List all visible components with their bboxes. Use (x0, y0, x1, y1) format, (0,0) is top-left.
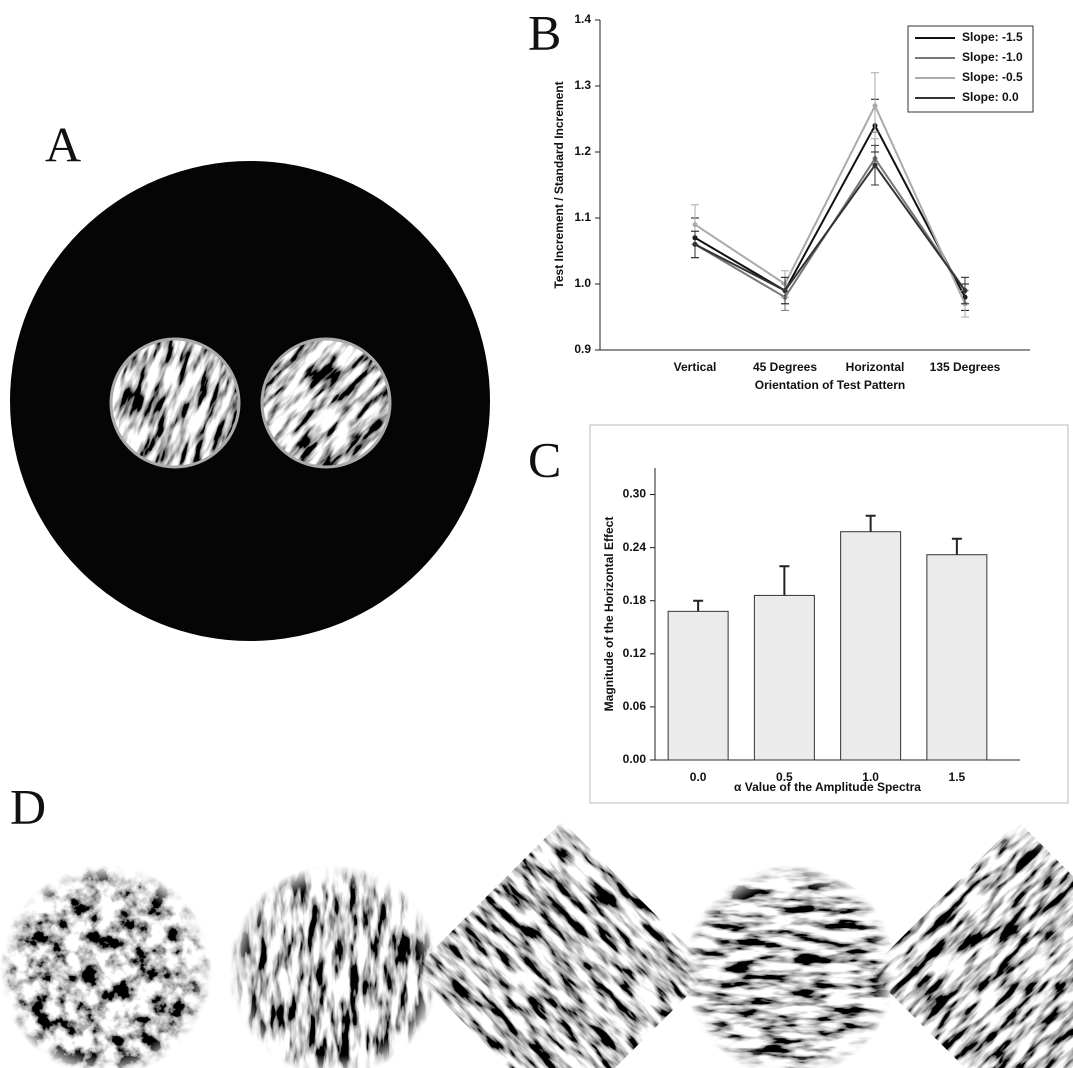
series-line (695, 106, 965, 304)
y-tick-label: 0.24 (623, 540, 647, 554)
point (873, 163, 878, 168)
point (693, 222, 698, 227)
series-line (695, 126, 965, 298)
x-tick-label: 45 Degrees (753, 360, 817, 374)
y-tick-label: 0.12 (623, 646, 647, 660)
error-bar (779, 566, 789, 595)
y-tick-label: 0.9 (574, 342, 591, 356)
point (783, 288, 788, 293)
y-tick-label: 1.4 (574, 12, 591, 26)
error-bar (952, 539, 962, 555)
y-axis-label: Magnitude of the Horizontal Effect (602, 517, 616, 712)
error-bar (866, 516, 876, 532)
y-tick-label: 1.1 (574, 210, 591, 224)
point (873, 103, 878, 108)
legend-label: Slope: 0.0 (962, 90, 1019, 104)
x-axis-label: α Value of the Amplitude Spectra (734, 780, 921, 794)
chart-frame (590, 425, 1068, 803)
bar (754, 595, 814, 760)
y-tick-label: 1.3 (574, 78, 591, 92)
y-tick-label: 1.0 (574, 276, 591, 290)
bar (841, 532, 901, 760)
panel-label: D (10, 778, 46, 834)
legend-label: Slope: -1.5 (962, 30, 1023, 44)
x-tick-label: 0.0 (690, 770, 707, 784)
panel-label: B (528, 4, 561, 60)
y-tick-label: 0.06 (623, 699, 647, 713)
point (693, 242, 698, 247)
x-tick-label: 1.5 (949, 770, 966, 784)
y-tick-label: 0.30 (623, 487, 647, 501)
bar (927, 555, 987, 760)
example-stimuli (0, 821, 1073, 1068)
legend-label: Slope: -1.0 (962, 50, 1023, 64)
y-tick-label: 0.18 (623, 593, 647, 607)
error-bar (693, 601, 703, 612)
stimulus-display (10, 161, 490, 641)
figure: A B C D 0.9 1.0 1.1 1.2 1.3 1.4 Vertical 45 Deg… (0, 0, 1073, 1068)
x-tick-label: Vertical (674, 360, 717, 374)
x-axis-label: Orientation of Test Pattern (755, 378, 905, 392)
panel-label: A (45, 116, 81, 172)
y-tick-label: 1.2 (574, 144, 591, 158)
point (963, 288, 968, 293)
bar (668, 611, 728, 760)
x-tick-label: Horizontal (846, 360, 905, 374)
legend-label: Slope: -0.5 (962, 70, 1023, 84)
y-axis-label: Test Increment / Standard Increment (552, 81, 566, 288)
panel-label: C (528, 431, 561, 487)
series-line (695, 165, 965, 290)
x-tick-label: 135 Degrees (930, 360, 1001, 374)
y-tick-label: 0.00 (623, 752, 647, 766)
